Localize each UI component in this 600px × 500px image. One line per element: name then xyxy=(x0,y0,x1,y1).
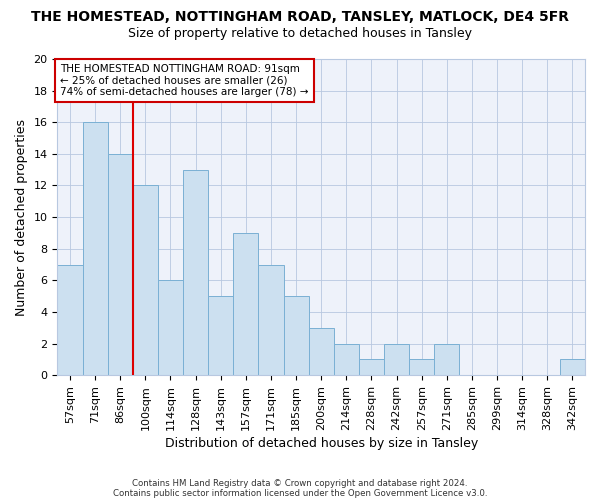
Bar xyxy=(359,360,384,375)
Bar xyxy=(284,296,308,375)
Bar xyxy=(107,154,133,375)
Bar xyxy=(58,264,83,375)
Bar xyxy=(560,360,585,375)
Text: THE HOMESTEAD NOTTINGHAM ROAD: 91sqm
← 25% of detached houses are smaller (26)
7: THE HOMESTEAD NOTTINGHAM ROAD: 91sqm ← 2… xyxy=(60,64,308,97)
Bar xyxy=(158,280,183,375)
Bar xyxy=(409,360,434,375)
Bar xyxy=(208,296,233,375)
Text: THE HOMESTEAD, NOTTINGHAM ROAD, TANSLEY, MATLOCK, DE4 5FR: THE HOMESTEAD, NOTTINGHAM ROAD, TANSLEY,… xyxy=(31,10,569,24)
Text: Contains HM Land Registry data © Crown copyright and database right 2024.: Contains HM Land Registry data © Crown c… xyxy=(132,478,468,488)
Text: Contains public sector information licensed under the Open Government Licence v3: Contains public sector information licen… xyxy=(113,488,487,498)
Bar xyxy=(259,264,284,375)
Bar xyxy=(334,344,359,375)
X-axis label: Distribution of detached houses by size in Tansley: Distribution of detached houses by size … xyxy=(164,437,478,450)
Bar xyxy=(83,122,107,375)
Bar xyxy=(434,344,460,375)
Bar xyxy=(133,186,158,375)
Y-axis label: Number of detached properties: Number of detached properties xyxy=(15,118,28,316)
Bar xyxy=(183,170,208,375)
Text: Size of property relative to detached houses in Tansley: Size of property relative to detached ho… xyxy=(128,28,472,40)
Bar xyxy=(308,328,334,375)
Bar xyxy=(384,344,409,375)
Bar xyxy=(233,233,259,375)
